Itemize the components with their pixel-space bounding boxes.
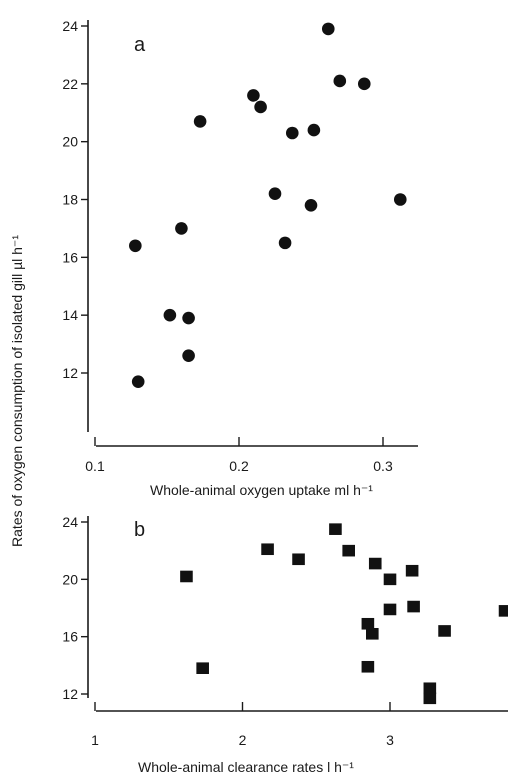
panel-b-data-point xyxy=(383,603,397,616)
panel-a-ticks: 12 14 16 18 20 22 24 0.1 0.2 0.3 xyxy=(62,18,393,474)
panel-a-data-point xyxy=(254,100,267,114)
panel-a-data-point xyxy=(129,239,142,253)
panel-b-points xyxy=(180,523,508,705)
panel-b-data-point xyxy=(361,617,375,630)
panel-a-data-point xyxy=(163,308,177,322)
panel-b-x-axis-title: Whole-animal clearance rates l h⁻¹ xyxy=(138,759,354,775)
panel-b-y-tick-label: 16 xyxy=(62,629,78,645)
panel-a-y-tick-label: 12 xyxy=(62,365,78,381)
panel-a-data-point xyxy=(285,126,299,140)
panel-b-data-point xyxy=(292,553,305,566)
panel-a-axes xyxy=(87,20,418,447)
panel-b-data-point xyxy=(342,544,355,557)
panel-b-data-point xyxy=(423,682,437,695)
panel-a-data-point xyxy=(333,74,347,88)
panel-a-data-point xyxy=(131,375,145,388)
panel-a-x-tick-label: 0.1 xyxy=(85,458,105,474)
panel-a-data-point xyxy=(175,222,188,235)
panel-a-label: a xyxy=(134,34,146,56)
panel-b-data-point xyxy=(180,570,193,583)
panel-a-y-tick-label: 20 xyxy=(62,134,78,150)
panel-b-data-point xyxy=(329,523,342,535)
panel-a-y-tick-label: 18 xyxy=(62,192,78,208)
panel-b-data-point xyxy=(196,662,209,674)
shared-y-axis-title: Rates of oxygen consumption of isolated … xyxy=(9,235,25,547)
panel-a-y-tick-label: 16 xyxy=(62,249,78,265)
panel-a-data-point xyxy=(307,123,321,137)
panel-a-data-point xyxy=(357,77,371,91)
panel-a-data-point xyxy=(393,193,407,206)
panel-a-points xyxy=(129,22,407,388)
panel-b-axes xyxy=(87,516,508,712)
panel-b-x-tick-label: 3 xyxy=(386,732,394,748)
panel-b-y-tick-label: 24 xyxy=(62,514,78,530)
panel-a-x-axis-title: Whole-animal oxygen uptake ml h⁻¹ xyxy=(150,482,373,498)
panel-b-data-point xyxy=(405,564,419,577)
panel-b-y-tick-label: 20 xyxy=(62,571,78,587)
panel-a-x-tick-label: 0.2 xyxy=(229,458,249,474)
panel-a-data-point xyxy=(268,187,282,201)
panel-a-y-tick-label: 14 xyxy=(62,307,78,323)
panel-a-x-tick-label: 0.3 xyxy=(373,458,393,474)
panel-b-data-point xyxy=(438,625,451,637)
panel-b-data-point xyxy=(498,605,508,617)
panel-b-data-point xyxy=(383,573,397,586)
panel-a-y-tick-label: 24 xyxy=(62,18,78,34)
panel-b-data-point xyxy=(361,660,375,673)
panel-a-data-point xyxy=(304,198,318,212)
panel-b-y-tick-label: 12 xyxy=(62,686,78,702)
panel-a-data-point xyxy=(182,349,195,362)
panel-b-x-tick-label: 1 xyxy=(91,732,99,748)
panel-b-label: b xyxy=(134,519,145,541)
panel-b-x-tick-label: 2 xyxy=(239,732,247,748)
panel-a-data-point xyxy=(278,236,292,250)
panel-a-data-point xyxy=(193,115,207,128)
panel-b-data-point xyxy=(366,628,379,640)
panel-a-y-tick-label: 22 xyxy=(62,76,78,92)
panel-a-data-point xyxy=(321,22,335,36)
panel-b-data-point xyxy=(368,557,382,570)
panel-b-data-point xyxy=(423,692,437,705)
panel-a-data-point xyxy=(247,89,260,102)
panel-b-data-point xyxy=(261,543,274,556)
panel-a-data-point xyxy=(182,311,195,325)
panel-b-data-point xyxy=(407,600,420,613)
panel-a: a 12 14 16 18 20 22 24 0.1 0.2 0.3 Whole-animal o… xyxy=(62,18,418,498)
